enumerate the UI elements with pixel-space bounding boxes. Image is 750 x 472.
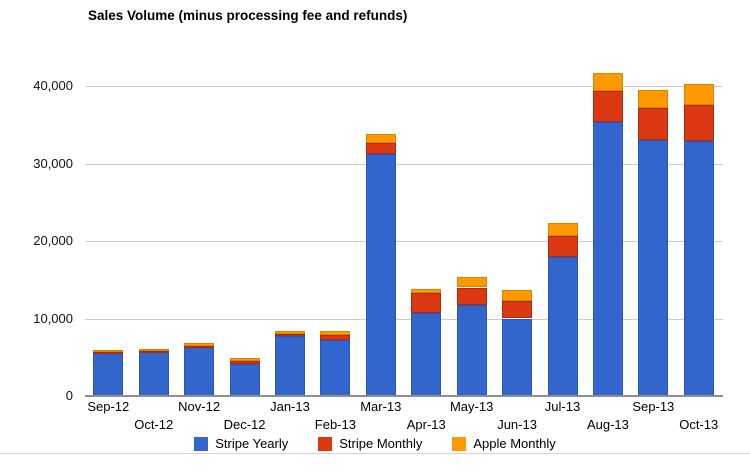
legend-swatch-stripe-monthly-icon — [318, 436, 333, 451]
bar-segment-dec-12-apple-monthly — [229, 357, 260, 362]
bar-segment-feb-13-stripe-yearly — [320, 340, 351, 396]
x-axis-label-nov-12: Nov-12 — [178, 399, 221, 414]
chart-legend: Stripe Yearly Stripe Monthly Apple Month… — [0, 436, 750, 451]
bar-segment-sep-12-apple-monthly — [93, 350, 124, 353]
gridline-30000 — [85, 163, 723, 165]
bar-segment-oct-13-apple-monthly — [683, 84, 714, 105]
bar-segment-jul-13-stripe-monthly — [547, 235, 578, 258]
bar-segment-jun-13-apple-monthly — [502, 289, 533, 301]
x-axis-label-mar-13: Mar-13 — [360, 399, 402, 414]
x-axis-label-jun-13: Jun-13 — [497, 417, 537, 432]
x-axis-label-jan-13: Jan-13 — [270, 399, 310, 414]
gridline-10000 — [85, 318, 723, 320]
bar-segment-apr-13-stripe-yearly — [411, 313, 442, 396]
bar-segment-jul-13-stripe-yearly — [547, 257, 578, 396]
bar-segment-nov-12-stripe-yearly — [184, 347, 215, 396]
bar-segment-sep-12-stripe-monthly — [93, 352, 124, 355]
bar-segment-may-13-apple-monthly — [456, 277, 487, 288]
x-axis-label-apr-13: Apr-13 — [406, 417, 446, 432]
bar-segment-nov-12-apple-monthly — [184, 343, 215, 346]
x-axis-label-oct-12: Oct-12 — [134, 417, 174, 432]
legend-label-apple-monthly: Apple Monthly — [473, 436, 556, 451]
bar-segment-apr-13-stripe-monthly — [411, 293, 442, 314]
bar-segment-sep-13-stripe-yearly — [638, 140, 669, 396]
bar-segment-oct-12-apple-monthly — [138, 348, 169, 351]
x-axis-label-aug-13: Aug-13 — [586, 417, 629, 432]
chart-title: Sales Volume (minus processing fee and r… — [88, 8, 408, 23]
y-axis-tick-label: 10,000 — [33, 310, 73, 326]
x-axis-label-sep-12: Sep-12 — [87, 399, 130, 414]
legend-item-apple-monthly: Apple Monthly — [452, 436, 556, 451]
y-axis-tick-label: 30,000 — [33, 155, 73, 171]
bar-segment-oct-12-stripe-yearly — [138, 351, 169, 396]
x-axis-label-dec-12: Dec-12 — [223, 417, 266, 432]
bar-segment-nov-12-stripe-monthly — [184, 345, 215, 348]
bar-segment-sep-13-stripe-monthly — [638, 107, 669, 141]
bar-segment-jun-13-stripe-monthly — [502, 300, 533, 319]
gridline-20000 — [85, 241, 723, 242]
x-axis-label-sep-13: Sep-13 — [632, 399, 675, 414]
x-axis-label-may-13: May-13 — [449, 399, 494, 414]
legend-item-stripe-monthly: Stripe Monthly — [318, 436, 422, 451]
y-axis-tick-label: 40,000 — [33, 78, 73, 93]
bar-segment-may-13-stripe-monthly — [456, 287, 487, 305]
bar-segment-sep-13-apple-monthly — [638, 89, 669, 108]
x-axis-label-oct-13: Oct-13 — [679, 417, 719, 432]
bar-segment-oct-13-stripe-yearly — [683, 141, 714, 396]
legend-swatch-apple-monthly-icon — [452, 436, 467, 451]
bar-segment-mar-13-stripe-monthly — [365, 143, 396, 155]
bar-segment-jan-13-apple-monthly — [274, 330, 305, 334]
bar-segment-aug-13-apple-monthly — [592, 72, 623, 92]
legend-item-stripe-yearly: Stripe Yearly — [194, 436, 288, 451]
bar-segment-feb-13-stripe-monthly — [320, 335, 351, 341]
bar-segment-aug-13-stripe-monthly — [592, 91, 623, 122]
bar-segment-jan-13-stripe-yearly — [274, 336, 305, 396]
legend-swatch-stripe-yearly-icon — [194, 436, 209, 451]
bar-segment-dec-12-stripe-monthly — [229, 361, 260, 365]
x-axis-label-feb-13: Feb-13 — [314, 417, 356, 432]
bar-segment-jun-13-stripe-yearly — [502, 318, 533, 396]
gridline-40000 — [85, 86, 723, 87]
bar-segment-jan-13-stripe-monthly — [274, 333, 305, 337]
bar-segment-apr-13-apple-monthly — [411, 289, 442, 294]
bar-segment-sep-12-stripe-yearly — [93, 353, 124, 396]
y-axis-tick-label: 0 — [65, 388, 73, 403]
legend-label-stripe-yearly: Stripe Yearly — [215, 436, 289, 451]
bar-segment-aug-13-stripe-yearly — [592, 121, 623, 396]
bar-segment-mar-13-apple-monthly — [365, 134, 396, 144]
bar-segment-oct-13-stripe-monthly — [683, 104, 714, 142]
bar-segment-jul-13-apple-monthly — [547, 223, 578, 236]
bar-segment-dec-12-stripe-yearly — [229, 364, 260, 396]
bar-segment-oct-12-stripe-monthly — [138, 350, 169, 353]
bar-segment-may-13-stripe-yearly — [456, 304, 487, 396]
bar-segment-feb-13-apple-monthly — [320, 330, 351, 336]
x-axis-label-jul-13: Jul-13 — [544, 399, 581, 414]
x-axis-baseline — [85, 395, 723, 397]
legend-label-stripe-monthly: Stripe Monthly — [339, 436, 423, 451]
y-axis-tick-label: 20,000 — [33, 233, 73, 248]
bar-segment-mar-13-stripe-yearly — [365, 154, 396, 396]
bottom-divider — [0, 453, 750, 454]
